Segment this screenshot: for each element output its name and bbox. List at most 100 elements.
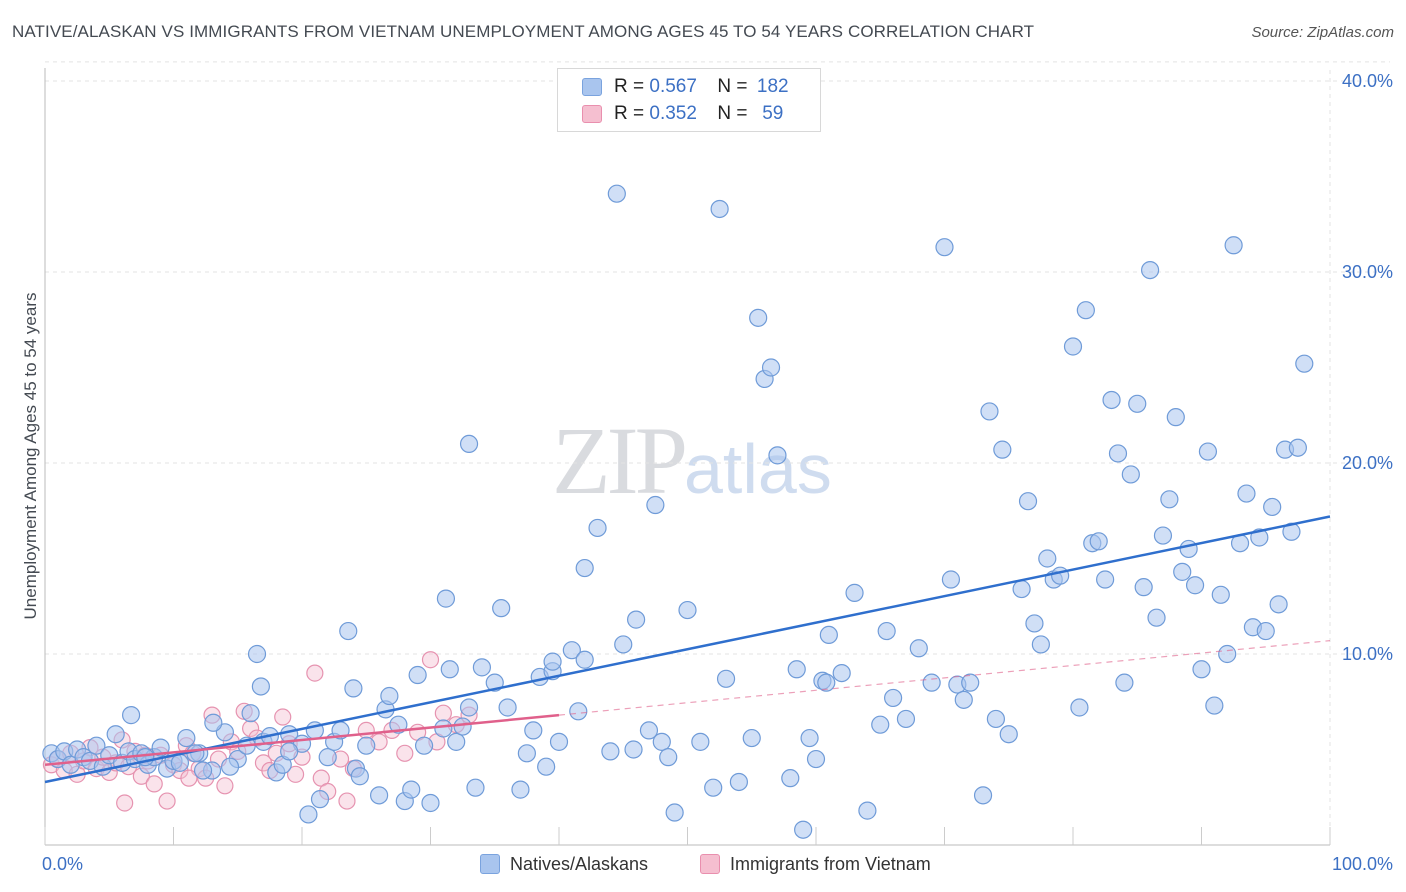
point-natives (935, 238, 954, 257)
bottom-legend-natives: Natives/Alaskans (480, 852, 648, 876)
point-natives (575, 558, 594, 578)
point-natives (624, 740, 643, 759)
point-natives (761, 358, 781, 377)
point-natives (646, 495, 665, 515)
point-natives (220, 757, 240, 776)
bottom-legend-swatch-vietnam (700, 854, 720, 874)
y-axis-label: Unemployment Among Ages 45 to 54 years (21, 293, 40, 620)
point-natives (1192, 660, 1211, 679)
point-natives (380, 686, 399, 706)
point-natives (1102, 390, 1121, 410)
point-natives (389, 715, 408, 734)
point-natives (729, 772, 749, 792)
legend-n-value-vietnam: 59 (762, 103, 784, 124)
point-natives (1031, 635, 1050, 654)
point-natives (922, 673, 941, 692)
point-natives (704, 778, 723, 797)
point-natives (871, 715, 890, 734)
point-natives (1237, 484, 1256, 503)
point-natives (1153, 526, 1173, 545)
point-natives (280, 742, 299, 761)
point-natives (716, 669, 736, 688)
point-natives (408, 665, 427, 685)
legend-n-label: N = (717, 76, 748, 97)
point-natives (652, 732, 671, 751)
bottom-legend-label-natives: Natives/Alaskans (510, 853, 649, 874)
point-natives (414, 736, 434, 755)
point-natives (993, 440, 1012, 459)
legend-row-vietnam: R = 0.352 N = 59 (582, 102, 793, 126)
point-natives (1070, 698, 1089, 717)
point-natives (806, 749, 826, 769)
point-natives (1250, 528, 1269, 547)
point-natives (832, 663, 851, 683)
point-natives (896, 709, 916, 729)
point-natives (434, 719, 453, 738)
point-natives (472, 658, 491, 677)
point-natives (339, 621, 358, 641)
point-natives (749, 308, 768, 327)
axis-labels: 10.0% 20.0% 30.0% 40.0% 0.0% 100.0% Unemployme… (21, 71, 1393, 874)
point-natives (492, 599, 511, 618)
point-natives (1134, 578, 1153, 597)
x-tick-label: 0.0% (42, 854, 83, 874)
point-vietnam (421, 651, 440, 669)
watermark: ZIPatlas (552, 405, 832, 516)
point-natives (121, 706, 141, 725)
point-natives (639, 721, 659, 740)
point-natives (440, 660, 459, 679)
point-natives (1096, 570, 1115, 589)
point-natives (87, 736, 106, 755)
x-tick-label: 100.0% (1332, 854, 1393, 874)
point-natives (1121, 465, 1140, 484)
point-natives (973, 786, 993, 805)
point-natives (151, 738, 170, 757)
y-tick-label: 20.0% (1342, 453, 1393, 473)
point-vietnam (158, 792, 176, 810)
point-natives (543, 652, 562, 671)
point-natives (459, 434, 479, 453)
point-natives (800, 728, 819, 748)
point-natives (1185, 576, 1205, 595)
point-natives (883, 688, 903, 708)
legend-r-value-natives: 0.567 (649, 76, 697, 97)
point-natives (251, 677, 270, 696)
point-natives (607, 184, 626, 203)
point-vietnam (180, 769, 198, 787)
point-natives (986, 709, 1006, 729)
chart-title: NATIVE/ALASKAN VS IMMIGRANTS FROM VIETNA… (12, 22, 1035, 41)
point-natives (1173, 562, 1192, 581)
point-natives (350, 767, 369, 786)
point-natives (588, 518, 607, 538)
bottom-legend-swatch-natives (480, 854, 500, 874)
point-natives (562, 641, 581, 660)
point-natives (1160, 490, 1179, 509)
point-natives (877, 621, 896, 641)
point-natives (1012, 579, 1031, 599)
point-vietnam (306, 664, 324, 682)
point-natives (845, 583, 864, 602)
point-natives (1038, 549, 1057, 568)
point-natives (1063, 337, 1083, 356)
point-natives (1269, 595, 1288, 614)
point-natives (370, 786, 389, 805)
point-natives (909, 639, 928, 658)
point-natives (511, 780, 530, 799)
point-natives (817, 673, 836, 692)
legend-swatch-vietnam (582, 105, 602, 123)
point-natives (447, 732, 466, 751)
point-natives (659, 748, 678, 767)
y-tick-label: 10.0% (1342, 644, 1393, 664)
legend-n-value-natives: 182 (756, 76, 789, 97)
point-natives (1025, 614, 1044, 633)
point-natives (961, 673, 980, 692)
point-natives (1140, 260, 1160, 280)
point-natives (980, 402, 999, 421)
point-natives (1256, 621, 1275, 641)
point-natives (1263, 497, 1282, 517)
point-natives (710, 199, 729, 219)
point-natives (601, 742, 620, 761)
point-natives (575, 650, 594, 669)
point-natives (1115, 673, 1134, 692)
